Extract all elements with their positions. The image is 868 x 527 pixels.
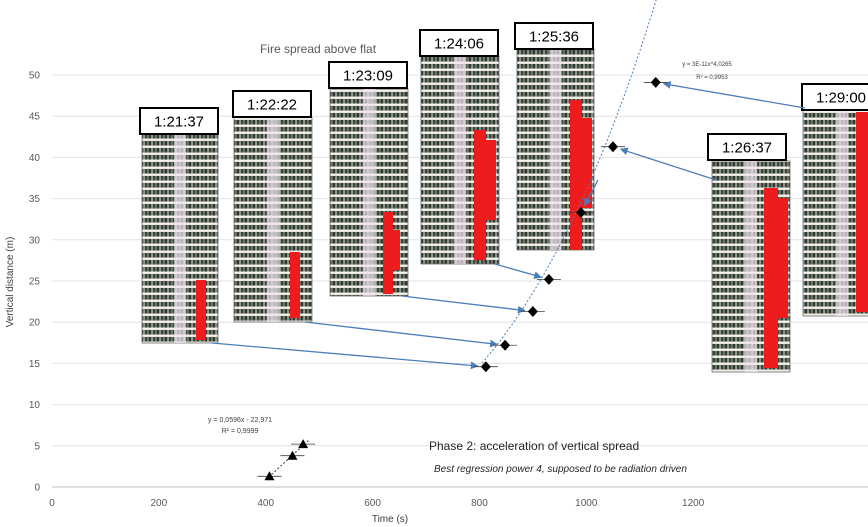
snapshot-arrow — [619, 147, 717, 181]
triangle-marker — [264, 471, 275, 481]
fire-region — [856, 112, 868, 312]
fire-region — [570, 100, 582, 250]
fire-region — [486, 140, 496, 220]
diamond-point — [520, 305, 545, 317]
y-tick-label: 35 — [29, 194, 41, 205]
building-snapshot: 1:23:09 — [328, 61, 409, 297]
building-snapshot: 1:26:37 — [707, 133, 791, 373]
snapshot-arrow — [662, 81, 806, 109]
x-tick-label: 600 — [364, 498, 381, 509]
time-label-box — [801, 83, 868, 111]
snapshot-arrow — [211, 342, 479, 370]
building-snapshot: 1:24:06 — [419, 29, 500, 265]
time-label-box — [328, 61, 408, 89]
triangle-point — [257, 471, 282, 481]
x-axis-label: Time (s) — [372, 514, 408, 525]
fire-region — [582, 118, 592, 208]
regression-note: Best regression power 4, supposed to be … — [434, 464, 687, 475]
fire-region — [474, 130, 486, 260]
fire-region — [778, 198, 788, 318]
time-label: 1:21:37 — [154, 114, 204, 131]
time-label: 1:24:06 — [434, 36, 484, 53]
diamond-marker — [527, 305, 538, 317]
snapshot-arrow — [401, 295, 526, 314]
x-tick-label: 200 — [151, 498, 168, 509]
y-tick-label: 20 — [29, 318, 41, 329]
power-r2: R² = 0,9953 — [696, 75, 728, 81]
y-tick-label: 5 — [34, 441, 40, 452]
x-tick-label: 0 — [49, 498, 55, 509]
time-label: 1:26:37 — [722, 140, 772, 157]
fire-region — [196, 280, 206, 340]
x-tick-label: 1200 — [682, 498, 705, 509]
linear-r2: R² = 0,9999 — [222, 428, 259, 435]
building-core — [266, 117, 280, 322]
time-label: 1:29:00 — [816, 90, 866, 107]
fire-region — [290, 252, 300, 318]
x-tick-label: 800 — [471, 498, 488, 509]
y-tick-label: 0 — [34, 483, 40, 494]
building-snapshot: 1:22:22 — [232, 90, 313, 323]
diamond-marker — [500, 339, 511, 351]
building-core — [835, 104, 849, 316]
fire-region — [383, 212, 393, 294]
building-core — [744, 161, 758, 372]
snapshot-arrow — [304, 321, 498, 348]
building-snapshot: 1:29:00 — [801, 83, 868, 317]
y-tick-label: 30 — [29, 235, 41, 246]
fire-region — [764, 188, 778, 368]
y-tick-label: 50 — [29, 71, 41, 82]
phase-annotation: Phase 2: acceleration of vertical spread — [429, 439, 639, 453]
snapshot-arrow — [494, 263, 542, 279]
time-label-box — [139, 107, 219, 135]
time-label-box — [514, 22, 594, 50]
diamond-marker — [543, 273, 554, 285]
diamond-point — [473, 361, 498, 373]
building-core — [173, 134, 187, 343]
diamond-point — [536, 273, 561, 285]
fire-region — [392, 230, 400, 270]
time-label: 1:22:22 — [247, 97, 297, 114]
building-snapshot: 1:21:37 — [139, 107, 219, 344]
time-label-box — [232, 90, 312, 118]
chart-title: Fire spread above flat — [260, 42, 377, 56]
time-label-box — [707, 133, 787, 161]
y-tick-label: 40 — [29, 153, 41, 164]
y-axis-label: Vertical distance (m) — [5, 237, 16, 328]
triangle-marker — [298, 439, 309, 449]
time-label: 1:23:09 — [343, 68, 393, 85]
triangle-point — [280, 450, 305, 460]
time-label-box — [419, 29, 499, 57]
arrows — [211, 81, 806, 370]
diamond-point — [493, 339, 518, 351]
y-tick-label: 15 — [29, 359, 41, 370]
diamond-marker — [608, 141, 618, 153]
x-tick-label: 1000 — [575, 498, 598, 509]
diamond-point — [568, 207, 593, 219]
triangle-point — [291, 439, 316, 449]
diamond-point — [601, 141, 625, 153]
data-points — [257, 76, 668, 481]
y-tick-label: 25 — [29, 277, 41, 288]
building-core — [549, 49, 562, 250]
snapshot-arrow — [584, 179, 599, 207]
y-tick-label: 10 — [29, 400, 41, 411]
axes: 0 5 10 15 20 25 30 35 40 45 50 0 200 400 600 800 1000 120… — [29, 71, 705, 510]
building-core — [362, 89, 376, 296]
diamond-marker — [575, 207, 586, 219]
building-core — [453, 56, 467, 264]
linear-equation: y = 0,0596x - 22,971 — [208, 417, 272, 424]
diamond-point — [643, 76, 668, 88]
time-label: 1:25:36 — [529, 29, 579, 46]
diamond-marker — [480, 361, 491, 373]
triangle-marker — [287, 450, 298, 460]
power-trendline — [481, 0, 657, 364]
diamond-marker — [650, 76, 661, 88]
x-tick-label: 400 — [257, 498, 274, 509]
power-equation: y = 3E-11x^4,0265 — [682, 62, 732, 68]
y-tick-label: 45 — [29, 112, 41, 123]
